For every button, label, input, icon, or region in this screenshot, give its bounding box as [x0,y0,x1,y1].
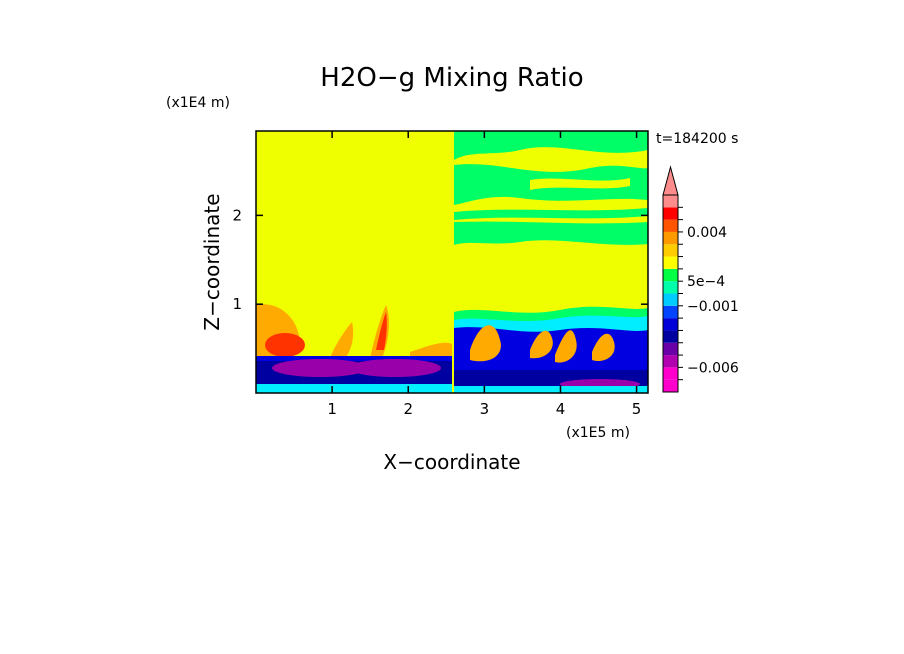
field-plume [376,312,387,350]
x-tick-label: 1 [327,400,337,418]
colorbar-segment [663,281,678,294]
field-band [454,221,648,245]
colorbar-segment [663,355,678,368]
colorbar-segment [663,318,678,331]
x-tick-label: 4 [556,400,566,418]
field-lens [349,359,441,377]
x-tick-label: 2 [403,400,413,418]
field-plume [330,322,354,358]
colorbar-segment [663,219,678,232]
field-band [530,178,630,190]
colorbar: 0.004 5e−4 −0.001 −0.006 [662,165,739,393]
colorbar-label: 5e−4 [687,274,725,290]
axes: 1 2 3 4 5 1 2 [232,130,649,418]
colorbar-segment [663,330,678,343]
colorbar-segment [663,268,678,282]
colorbar-label: −0.006 [687,360,739,376]
field-plume [470,325,501,362]
colorbar-segment [663,195,678,208]
field-layer [256,356,452,361]
field-warm [265,333,305,357]
field-layer [454,386,648,393]
colorbar-label: 0.004 [687,225,727,241]
field-band [454,131,648,160]
colorbar-segment [663,207,678,220]
field-band [454,208,648,220]
field-plume [592,333,615,362]
field-plume [530,330,553,359]
y-scale-label: (x1E4 m) [166,95,230,111]
x-tick-label: 3 [480,400,490,418]
colorbar-segment [663,367,678,380]
colorbar-segment [663,305,678,319]
chart-title: H2O−g Mixing Ratio [320,63,583,93]
y-axis-label: Z−coordinate [200,193,224,330]
plot-frame [255,130,649,394]
field-lens [272,359,368,377]
colorbar-label: −0.001 [687,299,739,315]
colorbar-extend-arrow [662,165,679,196]
y-tick-label: 1 [232,295,242,313]
colorbar-segment [663,231,678,245]
colorbar-segment [663,293,678,306]
x-scale-label: (x1E5 m) [566,425,630,441]
colorbar-segment [663,379,678,392]
x-tick-label: 5 [632,400,642,418]
y-tick-label: 2 [232,206,242,224]
x-axis-label: X−coordinate [383,450,520,474]
colorbar-segment [663,256,678,269]
contour-field [256,131,648,393]
field-layer [256,384,452,393]
colorbar-segment [663,342,678,356]
time-label: t=184200 s [656,131,738,147]
field-plume [555,330,577,363]
field-warm [410,342,452,358]
colorbar-segment [663,244,678,257]
